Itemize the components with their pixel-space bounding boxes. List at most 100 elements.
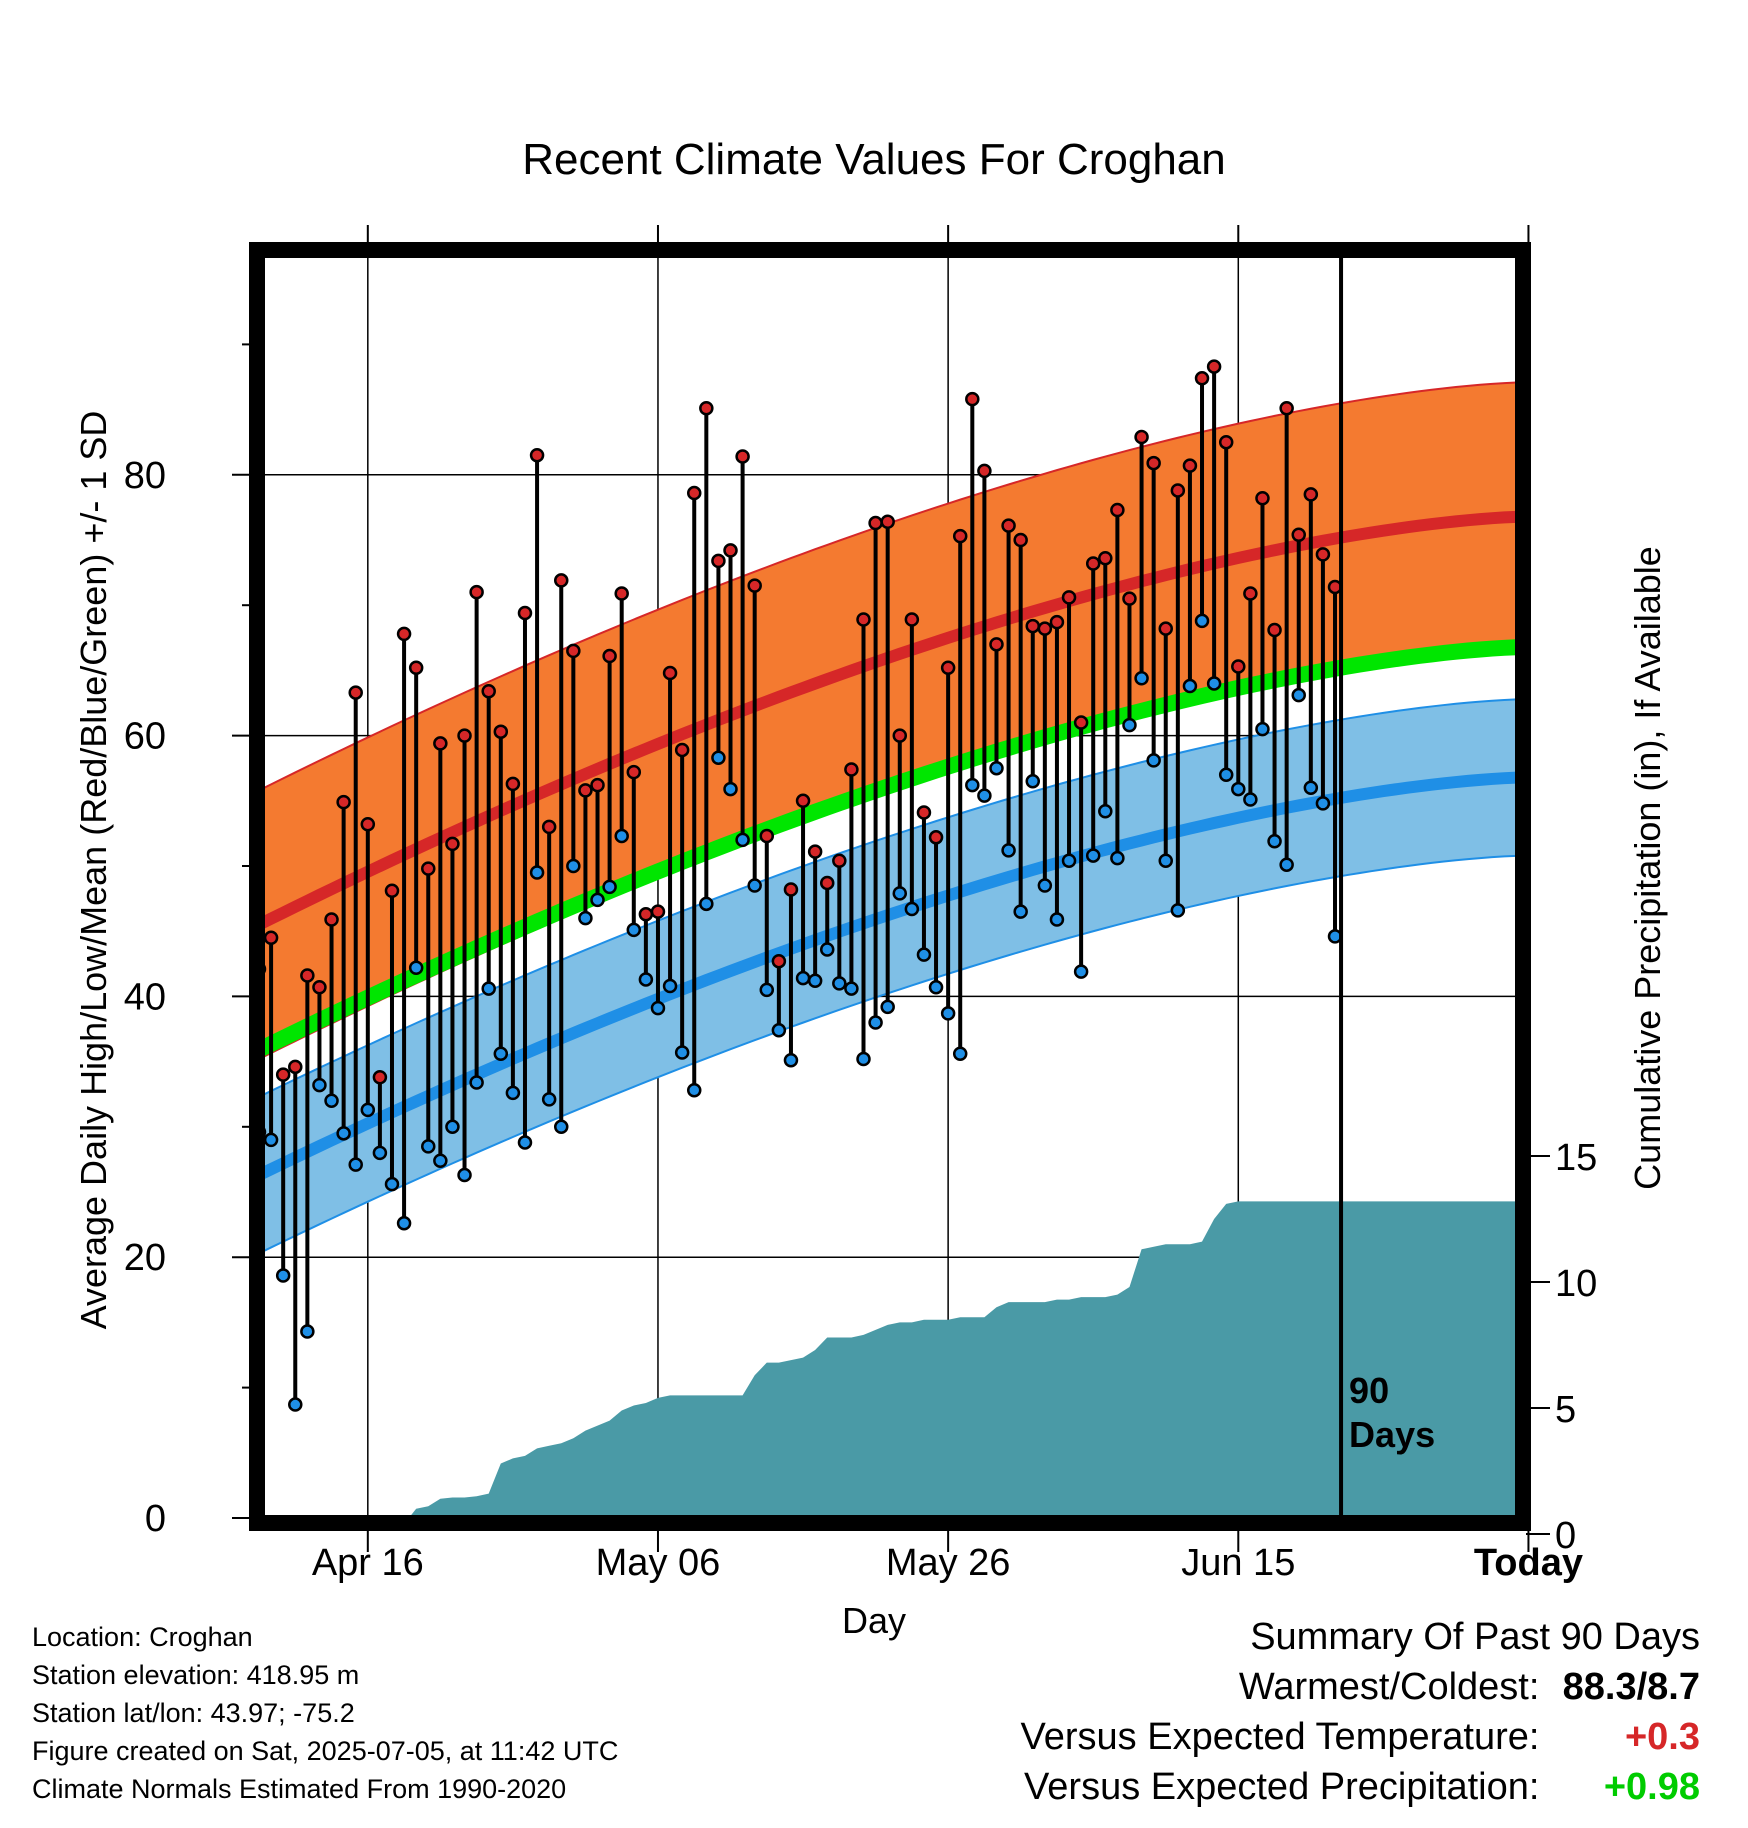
daily-high-point: [1001, 518, 1016, 533]
daily-high-point: [832, 853, 847, 869]
daily-low-point: [1013, 904, 1028, 919]
normal-low-band-lower-edge: [262, 854, 1518, 1253]
daily-low-point: [686, 1083, 702, 1098]
daily-low-point: [505, 1085, 521, 1101]
daily-low-point: [795, 970, 811, 986]
daily-low-point: [807, 973, 823, 989]
daily-high-point: [1146, 455, 1161, 471]
daily-high-point: [1061, 590, 1077, 605]
daily-low-point: [614, 828, 629, 844]
daily-low-point: [1025, 773, 1041, 789]
plot-frame: [249, 242, 1531, 1531]
daily-high-point: [674, 742, 690, 758]
daily-low-point: [590, 892, 605, 908]
daily-high-point: [1122, 591, 1137, 606]
daily-low-point: [940, 1006, 956, 1021]
daily-low-point: [952, 1046, 968, 1062]
daily-low-point: [892, 886, 908, 901]
daily-low-point: [844, 981, 859, 996]
daily-high-point: [1049, 614, 1065, 630]
daily-low-point: [662, 978, 678, 994]
daily-high-point: [396, 626, 412, 642]
daily-high-point: [1098, 551, 1113, 566]
temp-departure-label: Versus Expected Temperature:: [1020, 1716, 1540, 1758]
x-tick-label: May 06: [596, 1542, 721, 1584]
daily-high-point: [288, 1059, 303, 1075]
daily-low-point: [1231, 781, 1246, 797]
daily-low-point: [1206, 676, 1222, 691]
daily-low-point: [1182, 678, 1198, 694]
daily-high-point: [360, 817, 376, 832]
daily-high-point: [892, 728, 908, 743]
daily-low-point: [904, 901, 920, 917]
daily-high-point: [263, 930, 279, 945]
daily-high-point: [904, 612, 920, 627]
daily-high-point: [493, 724, 509, 739]
daily-low-point: [856, 1051, 871, 1067]
normal-high-line: [262, 510, 1518, 930]
daily-high-point: [1073, 715, 1089, 730]
daily-low-point: [880, 999, 895, 1015]
daily-high-point: [759, 828, 775, 844]
y-tick-label: 60: [124, 716, 166, 758]
normals-text: Climate Normals Estimated From 1990-2020: [32, 1774, 567, 1804]
warmest-coldest-value: 88.3/8.7: [1562, 1666, 1700, 1708]
daily-high-point: [1279, 401, 1294, 416]
daily-high-point: [711, 553, 726, 569]
summary-panel: Summary Of Past 90 Days Warmest/Coldest:…: [1021, 1616, 1700, 1816]
daily-high-point: [578, 783, 593, 798]
daily-high-point: [1037, 621, 1053, 636]
y2-tick-label: 0: [1555, 1515, 1576, 1557]
y2-tick-label: 15: [1555, 1137, 1597, 1179]
daily-low-point: [783, 1053, 799, 1068]
y-tick-label: 0: [145, 1498, 166, 1540]
daily-high-point: [590, 777, 605, 793]
daily-low-point: [1315, 796, 1331, 811]
daily-low-point: [1085, 848, 1101, 863]
daily-low-point: [1110, 850, 1125, 866]
daily-low-point: [457, 1167, 472, 1183]
daily-low-point: [711, 750, 726, 766]
daily-low-point: [1001, 843, 1016, 858]
daily-high-point: [686, 485, 702, 501]
daily-high-point: [433, 736, 448, 751]
daily-low-point: [554, 1119, 569, 1135]
daily-high-point: [1243, 586, 1258, 601]
daily-low-point: [263, 1132, 279, 1148]
daily-low-point: [1303, 780, 1319, 796]
daily-high-point: [977, 463, 992, 479]
daily-high-point: [300, 968, 315, 983]
daily-high-point: [1194, 371, 1210, 386]
daily-high-point: [457, 728, 472, 743]
daily-high-point: [1206, 359, 1222, 374]
daily-high-point: [940, 660, 956, 676]
daily-low-point: [384, 1176, 400, 1192]
daily-low-point: [1158, 853, 1173, 869]
summary-heading: Summary Of Past 90 Days: [1250, 1616, 1700, 1658]
daily-high-point: [1025, 618, 1041, 634]
chart-title: Recent Climate Values For Croghan: [522, 135, 1226, 184]
daily-low-point: [832, 976, 847, 991]
daily-high-point: [1218, 434, 1234, 450]
warmest-coldest-row: Warmest/Coldest: 88.3/8.7: [1021, 1666, 1700, 1716]
normal-low-band: [262, 699, 1518, 1252]
daily-low-point: [735, 832, 750, 848]
latlon-text: Station lat/lon: 43.97; -75.2: [32, 1698, 355, 1728]
daily-low-point: [529, 865, 545, 880]
daily-high-point: [1315, 547, 1331, 562]
normal-low-band-upper-edge: [262, 698, 1518, 1097]
y-tick-label: 40: [124, 976, 166, 1018]
daily-high-point: [916, 805, 932, 820]
daily-high-point: [723, 543, 738, 558]
daily-low-point: [1255, 721, 1270, 737]
daily-high-point: [566, 643, 581, 659]
plot-content: 90 Days: [262, 255, 1518, 1518]
daily-high-point: [312, 980, 327, 995]
station-info: Location: Croghan Station elevation: 418…: [32, 1618, 618, 1808]
y2-tick-label: 5: [1555, 1389, 1576, 1431]
daily-low-point: [578, 910, 593, 926]
elevation-text: Station elevation: 418.95 m: [32, 1660, 360, 1690]
daily-high-point: [952, 528, 968, 544]
daily-high-point: [1110, 502, 1125, 518]
